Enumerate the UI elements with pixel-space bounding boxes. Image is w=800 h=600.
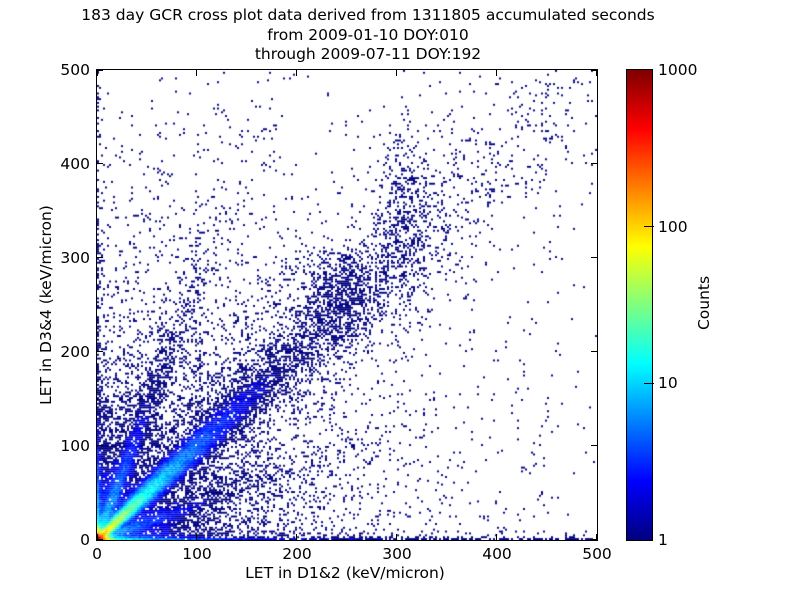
y-tickmark-right xyxy=(590,257,597,258)
colorbar-tickmark-10 xyxy=(644,382,654,385)
x-tick-label-100: 100 xyxy=(182,545,212,563)
x-tickmark-top xyxy=(396,69,397,76)
scatter-density-canvas xyxy=(96,69,597,540)
y-axis-label: LET in D3&4 (keV/micron) xyxy=(37,205,55,405)
chart-title: 183 day GCR cross plot data derived from… xyxy=(0,6,736,65)
y-tick-label-400: 400 xyxy=(60,155,90,173)
colorbar-tick-label-100: 100 xyxy=(658,217,688,236)
x-tickmark-top xyxy=(296,69,297,76)
x-tick-label-0: 0 xyxy=(92,545,102,563)
x-tickmark-bottom xyxy=(595,533,597,540)
y-tickmark-right xyxy=(590,445,597,446)
title-line-1: 183 day GCR cross plot data derived from… xyxy=(81,6,655,24)
colorbar-tick-label-1000: 1000 xyxy=(658,61,698,79)
y-tickmark-left xyxy=(96,69,103,71)
y-tickmark-left xyxy=(96,445,103,446)
y-tick-label-300: 300 xyxy=(60,249,90,267)
y-tickmark-left xyxy=(96,538,103,540)
x-tickmark-top xyxy=(196,69,197,76)
x-tick-label-500: 500 xyxy=(582,545,612,563)
y-tick-label-100: 100 xyxy=(60,437,90,455)
colorbar-gradient-canvas xyxy=(626,69,652,540)
colorbar-tick-label-10: 10 xyxy=(658,374,678,393)
plot-area xyxy=(95,68,598,541)
x-tickmark-bottom xyxy=(96,533,98,540)
y-tickmark-right xyxy=(590,351,597,352)
x-tick-label-300: 300 xyxy=(382,545,412,563)
x-tick-label-200: 200 xyxy=(282,545,312,563)
x-tickmark-top xyxy=(96,69,98,76)
y-tickmark-right xyxy=(590,69,597,71)
y-tickmark-left xyxy=(96,163,103,164)
colorbar-label: Counts xyxy=(695,275,713,331)
x-tickmark-bottom xyxy=(296,533,297,540)
colorbar-tickmark-100 xyxy=(644,226,654,228)
title-line-3: through 2009-07-11 DOY:192 xyxy=(254,45,482,63)
title-line-2: from 2009-01-10 DOY:010 xyxy=(267,25,469,44)
x-tickmark-bottom xyxy=(196,533,197,540)
y-tickmark-right xyxy=(590,538,597,540)
x-tickmark-bottom xyxy=(396,533,397,540)
y-tick-label-500: 500 xyxy=(60,61,90,79)
y-tickmark-right xyxy=(590,163,597,164)
y-tick-label-200: 200 xyxy=(60,343,90,361)
x-tick-label-400: 400 xyxy=(482,545,512,563)
y-tickmark-left xyxy=(96,351,103,352)
y-tick-label-0: 0 xyxy=(80,531,90,549)
x-tickmark-bottom xyxy=(496,533,497,540)
y-tickmark-left xyxy=(96,257,103,258)
x-tickmark-top xyxy=(595,69,597,76)
colorbar-tick-label-1: 1 xyxy=(658,531,668,549)
x-tickmark-top xyxy=(496,69,497,76)
colorbar xyxy=(625,68,653,541)
x-axis-label: LET in D1&2 (keV/micron) xyxy=(245,564,445,582)
